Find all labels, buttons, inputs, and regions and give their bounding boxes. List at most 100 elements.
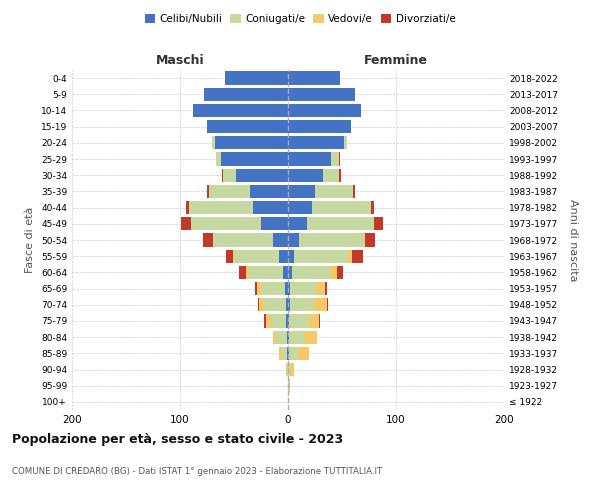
Bar xyxy=(181,217,191,230)
Bar xyxy=(312,201,371,214)
Bar xyxy=(280,250,288,263)
Bar xyxy=(292,266,330,279)
Bar xyxy=(285,282,288,295)
Bar xyxy=(315,185,353,198)
Bar xyxy=(250,185,288,198)
Text: Popolazione per età, sesso e stato civile - 2023: Popolazione per età, sesso e stato civil… xyxy=(12,432,343,446)
Bar xyxy=(264,298,286,312)
Bar xyxy=(295,250,349,263)
Bar xyxy=(298,346,308,360)
Bar xyxy=(271,314,286,328)
Bar xyxy=(209,185,250,198)
Bar xyxy=(288,282,290,295)
Bar xyxy=(281,346,287,360)
Bar xyxy=(261,282,285,295)
Bar xyxy=(207,185,209,198)
Bar xyxy=(288,120,350,134)
Bar xyxy=(236,168,288,182)
Bar xyxy=(276,330,287,344)
Bar xyxy=(254,282,257,295)
Bar xyxy=(188,201,253,214)
Bar xyxy=(288,363,290,376)
Bar xyxy=(287,330,288,344)
Bar xyxy=(288,104,361,117)
Bar xyxy=(258,298,259,312)
Bar xyxy=(349,250,352,263)
Bar xyxy=(307,217,374,230)
Bar xyxy=(323,168,339,182)
Bar xyxy=(273,330,276,344)
Bar xyxy=(289,346,298,360)
Bar xyxy=(289,314,308,328)
Bar xyxy=(226,72,288,85)
Bar xyxy=(289,330,304,344)
Bar xyxy=(283,266,288,279)
Bar xyxy=(339,152,340,166)
Bar xyxy=(288,379,289,392)
Bar xyxy=(288,346,289,360)
Bar xyxy=(286,363,287,376)
Bar xyxy=(327,298,328,312)
Bar xyxy=(352,250,362,263)
Bar xyxy=(212,136,215,149)
Bar xyxy=(233,250,234,263)
Bar xyxy=(223,168,236,182)
Bar xyxy=(288,234,299,246)
Bar xyxy=(264,314,266,328)
Bar xyxy=(290,298,314,312)
Bar xyxy=(287,363,288,376)
Bar xyxy=(325,282,327,295)
Bar xyxy=(371,201,374,214)
Bar xyxy=(234,250,280,263)
Bar xyxy=(374,217,383,230)
Bar xyxy=(215,152,221,166)
Bar xyxy=(187,201,188,214)
Bar xyxy=(215,136,288,149)
Bar xyxy=(207,120,288,134)
Bar xyxy=(288,298,290,312)
Bar xyxy=(290,363,295,376)
Bar xyxy=(246,266,248,279)
Bar xyxy=(289,379,290,392)
Bar xyxy=(365,234,376,246)
Bar xyxy=(221,152,288,166)
Bar xyxy=(248,266,283,279)
Bar xyxy=(364,234,365,246)
Bar xyxy=(290,282,316,295)
Bar xyxy=(288,72,340,85)
Text: Maschi: Maschi xyxy=(155,54,205,67)
Bar xyxy=(286,298,288,312)
Bar xyxy=(288,136,344,149)
Bar xyxy=(193,104,288,117)
Bar xyxy=(261,217,288,230)
Bar xyxy=(287,346,288,360)
Bar xyxy=(222,168,223,182)
Bar xyxy=(266,314,271,328)
Bar xyxy=(337,266,343,279)
Legend: Celibi/Nubili, Coniugati/e, Vedovi/e, Divorziati/e: Celibi/Nubili, Coniugati/e, Vedovi/e, Di… xyxy=(140,10,460,29)
Bar xyxy=(316,282,325,295)
Bar xyxy=(273,234,288,246)
Bar xyxy=(304,330,317,344)
Bar xyxy=(288,330,289,344)
Bar xyxy=(280,346,281,360)
Bar xyxy=(288,168,323,182)
Bar xyxy=(214,234,273,246)
Bar xyxy=(226,250,233,263)
Bar xyxy=(253,201,288,214)
Text: Femmine: Femmine xyxy=(364,54,428,67)
Bar xyxy=(288,250,295,263)
Bar xyxy=(259,298,264,312)
Bar xyxy=(319,314,320,328)
Bar xyxy=(239,266,246,279)
Bar xyxy=(286,314,288,328)
Bar xyxy=(288,201,312,214)
Bar xyxy=(288,152,331,166)
Y-axis label: Fasce di età: Fasce di età xyxy=(25,207,35,273)
Bar xyxy=(339,168,341,182)
Bar xyxy=(288,266,292,279)
Bar xyxy=(353,185,355,198)
Bar xyxy=(288,314,289,328)
Y-axis label: Anni di nascita: Anni di nascita xyxy=(568,198,578,281)
Bar xyxy=(257,282,261,295)
